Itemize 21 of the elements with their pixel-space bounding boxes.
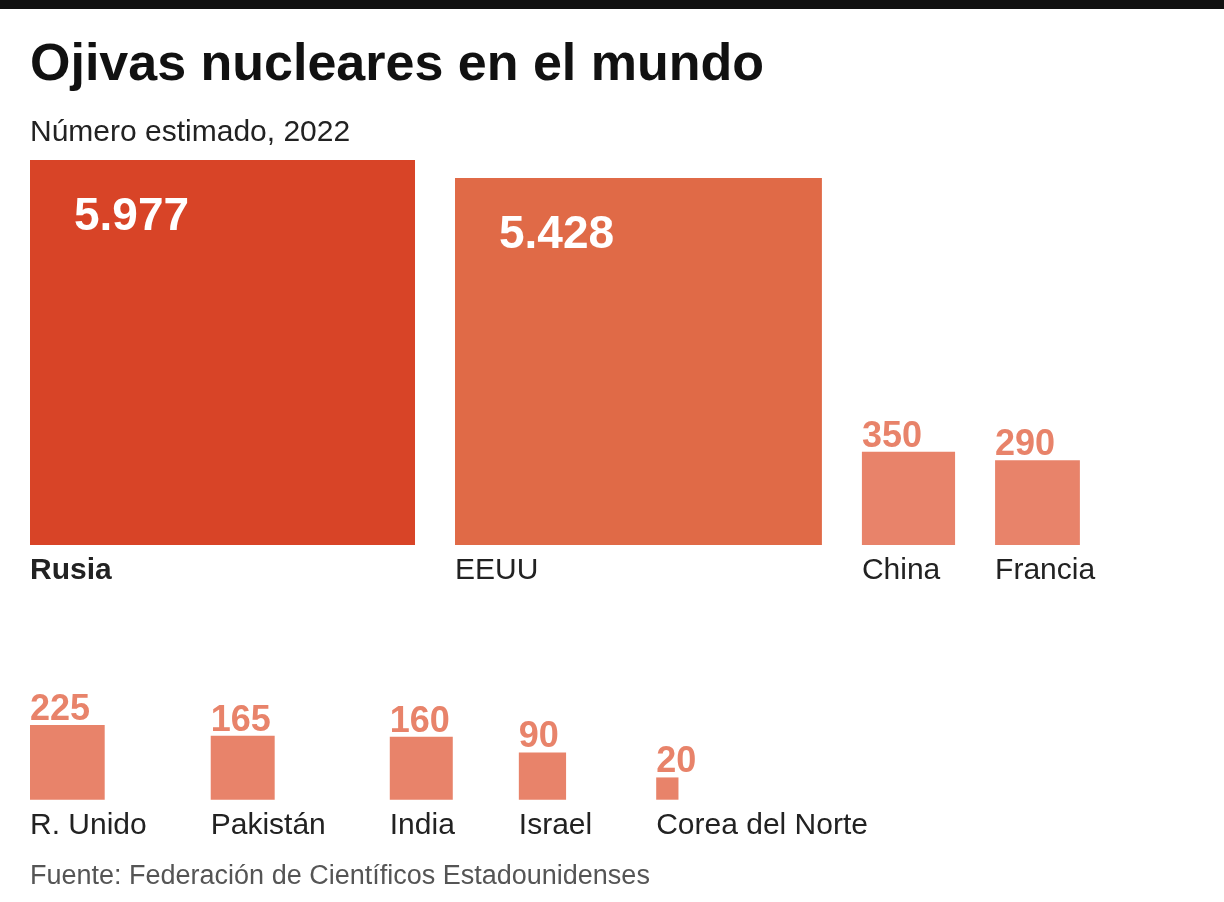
data-label: 225 xyxy=(30,687,91,729)
data-label: 5.428 xyxy=(499,206,615,259)
category-label: Corea del Norte xyxy=(656,806,868,840)
category-label: India xyxy=(389,806,456,840)
category-label: R. Unido xyxy=(30,806,147,840)
data-label: 5.977 xyxy=(74,188,190,240)
data-label: 350 xyxy=(861,413,922,455)
data-label: 165 xyxy=(210,697,271,739)
text: Ojivas nucleares en el mundo xyxy=(30,32,765,92)
data-label: 20 xyxy=(656,739,697,781)
text: Número estimado, 2022 xyxy=(30,114,351,148)
category-label: Pakistán xyxy=(210,806,326,840)
category-label: Rusia xyxy=(30,552,113,586)
data-label: 290 xyxy=(995,422,1056,464)
category-label: EEUU xyxy=(455,552,539,586)
data-label: 90 xyxy=(518,714,559,756)
source-note: Fuente: Federación de Científicos Estadounidenses xyxy=(30,860,650,891)
category-label: China xyxy=(861,552,941,586)
category-label: Israel xyxy=(518,806,593,840)
category-label: Francia xyxy=(995,552,1096,586)
data-label: 160 xyxy=(389,698,450,740)
